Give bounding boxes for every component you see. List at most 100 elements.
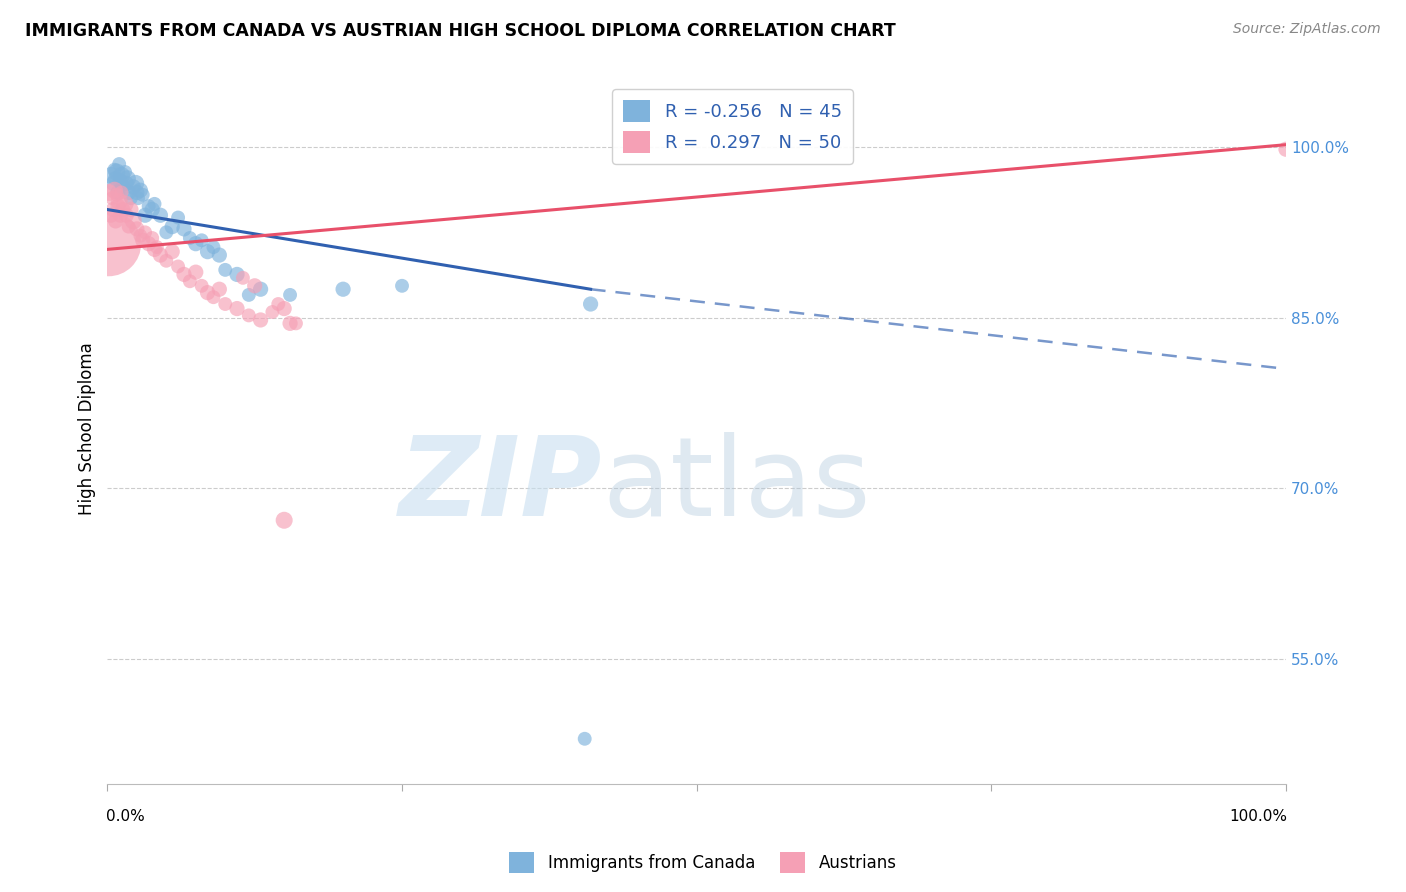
Point xyxy=(143,197,166,211)
Point xyxy=(238,309,260,323)
Point xyxy=(278,288,301,302)
Point xyxy=(111,179,134,194)
Point xyxy=(104,214,127,228)
Point xyxy=(160,244,183,259)
Point xyxy=(179,274,201,288)
Point xyxy=(238,288,260,302)
Point xyxy=(173,222,195,236)
Point xyxy=(173,268,195,282)
Point xyxy=(110,208,132,222)
Point xyxy=(132,187,155,202)
Point xyxy=(184,265,207,279)
Point xyxy=(125,222,148,236)
Point xyxy=(103,202,125,217)
Point xyxy=(267,297,290,311)
Point xyxy=(226,301,249,316)
Point xyxy=(105,187,128,202)
Point xyxy=(214,263,236,277)
Point xyxy=(202,290,225,304)
Point xyxy=(127,191,149,205)
Point xyxy=(122,179,145,194)
Point xyxy=(110,169,132,183)
Point xyxy=(179,231,201,245)
Point xyxy=(232,270,254,285)
Point xyxy=(111,202,134,217)
Point xyxy=(122,214,145,228)
Point xyxy=(249,313,271,327)
Point xyxy=(214,297,236,311)
Point xyxy=(117,171,139,186)
Point xyxy=(1275,142,1298,156)
Point xyxy=(332,282,354,296)
Point xyxy=(107,199,129,213)
Point xyxy=(120,191,142,205)
Point xyxy=(103,183,125,197)
Point xyxy=(273,513,295,527)
Point xyxy=(149,248,172,262)
Point xyxy=(115,177,138,191)
Point xyxy=(134,208,156,222)
Point xyxy=(101,191,124,205)
Legend: Immigrants from Canada, Austrians: Immigrants from Canada, Austrians xyxy=(503,846,903,880)
Point xyxy=(103,162,125,177)
Point xyxy=(197,285,219,300)
Point xyxy=(278,317,301,331)
Point xyxy=(134,225,156,239)
Point xyxy=(120,202,142,217)
Point xyxy=(110,186,132,200)
Point xyxy=(146,240,169,254)
Point xyxy=(129,228,152,243)
Point xyxy=(249,282,271,296)
Point xyxy=(284,317,307,331)
Point xyxy=(107,186,129,200)
Point xyxy=(190,233,212,247)
Point xyxy=(114,165,136,179)
Point xyxy=(391,278,413,293)
Text: Source: ZipAtlas.com: Source: ZipAtlas.com xyxy=(1233,22,1381,37)
Point xyxy=(160,219,183,234)
Text: 0.0%: 0.0% xyxy=(107,809,145,824)
Point xyxy=(110,174,132,188)
Point xyxy=(100,208,122,222)
Point xyxy=(104,171,127,186)
Point xyxy=(143,243,166,257)
Text: ZIP: ZIP xyxy=(399,432,602,539)
Text: 100.0%: 100.0% xyxy=(1229,809,1286,824)
Point xyxy=(138,199,160,213)
Point xyxy=(579,297,602,311)
Point xyxy=(155,253,177,268)
Point xyxy=(100,169,122,183)
Point xyxy=(125,186,148,200)
Point xyxy=(114,197,136,211)
Point xyxy=(208,248,231,262)
Point xyxy=(97,186,120,200)
Point xyxy=(108,157,131,171)
Point xyxy=(197,244,219,259)
Point xyxy=(262,305,284,319)
Point xyxy=(190,278,212,293)
Point xyxy=(167,211,190,225)
Point xyxy=(141,202,163,217)
Point xyxy=(226,268,249,282)
Point xyxy=(208,282,231,296)
Point xyxy=(117,186,139,200)
Point xyxy=(243,278,266,293)
Point xyxy=(155,225,177,239)
Point xyxy=(149,208,172,222)
Point xyxy=(273,301,295,316)
Text: atlas: atlas xyxy=(602,432,870,539)
Point xyxy=(117,219,139,234)
Legend: R = -0.256   N = 45, R =  0.297   N = 50: R = -0.256 N = 45, R = 0.297 N = 50 xyxy=(613,89,852,164)
Point xyxy=(103,177,125,191)
Text: IMMIGRANTS FROM CANADA VS AUSTRIAN HIGH SCHOOL DIPLOMA CORRELATION CHART: IMMIGRANTS FROM CANADA VS AUSTRIAN HIGH … xyxy=(25,22,896,40)
Point xyxy=(97,236,120,251)
Point xyxy=(184,236,207,251)
Point xyxy=(124,177,146,191)
Point xyxy=(138,236,160,251)
Point xyxy=(167,260,190,274)
Point xyxy=(129,183,152,197)
Point xyxy=(202,240,225,254)
Point xyxy=(105,165,128,179)
Point xyxy=(115,208,138,222)
Point xyxy=(141,231,163,245)
